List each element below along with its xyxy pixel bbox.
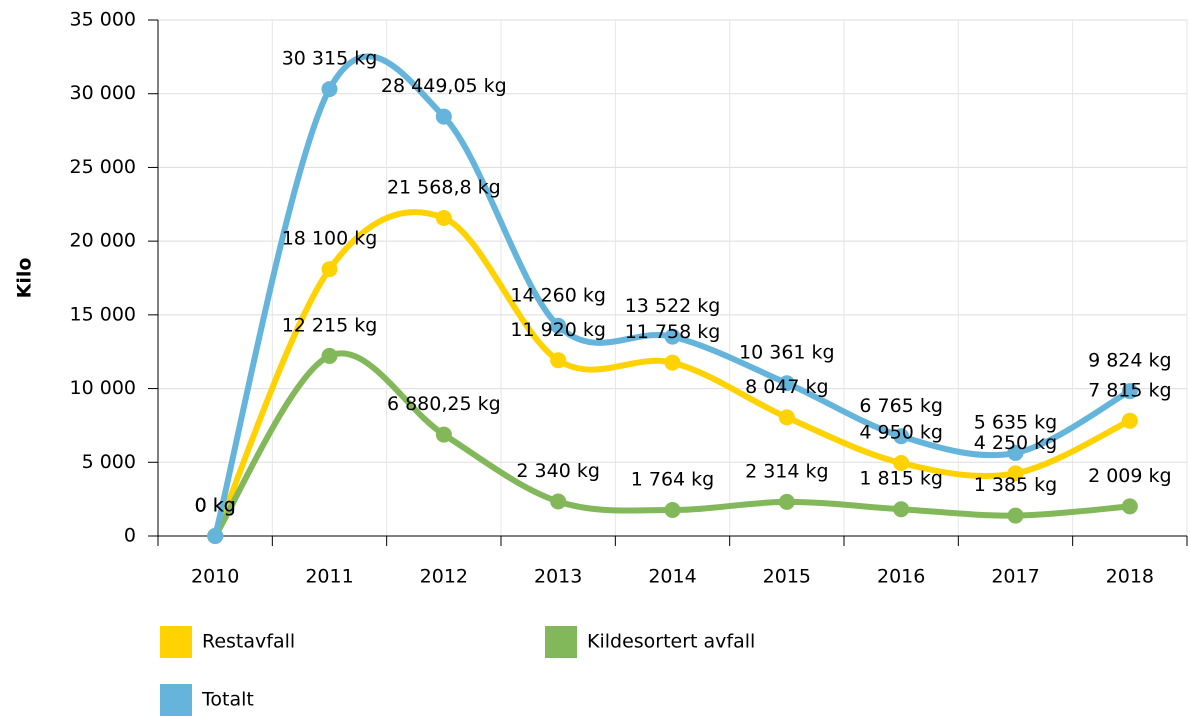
data-point [1121, 383, 1138, 400]
y-tick-label: 20 000 [70, 230, 136, 252]
y-axis-label: Kilo [14, 258, 36, 299]
data-point [664, 501, 681, 518]
x-tick-label: 2011 [305, 566, 353, 588]
data-point [664, 354, 681, 371]
data-label: 13 522 kg [625, 295, 721, 317]
legend-swatch [545, 626, 577, 658]
x-tick-label: 2014 [648, 566, 696, 588]
y-tick-label: 35 000 [70, 9, 136, 31]
x-tick-label: 2018 [1106, 566, 1154, 588]
data-label: 4 250 kg [974, 432, 1058, 454]
data-label: 4 950 kg [859, 422, 943, 444]
data-label: 0 kg [195, 495, 236, 517]
data-label: 2 340 kg [516, 460, 600, 482]
data-point [893, 501, 910, 518]
data-label: 0 kg [195, 495, 236, 517]
data-label: 28 449,05 kg [381, 75, 507, 97]
data-point [435, 210, 452, 227]
x-tick-label: 2016 [877, 566, 925, 588]
data-point [664, 328, 681, 345]
data-point [1007, 444, 1024, 461]
data-label: 5 635 kg [974, 411, 1058, 433]
x-tick-label: 2010 [191, 566, 239, 588]
data-label: 9 824 kg [1088, 350, 1172, 372]
x-tick-label: 2015 [763, 566, 811, 588]
data-label: 18 100 kg [282, 228, 378, 250]
data-point [550, 352, 567, 369]
legend-swatch [160, 626, 192, 658]
legend-label: Totalt [201, 689, 254, 711]
data-point [550, 493, 567, 510]
data-label: 2 314 kg [745, 460, 829, 482]
legend-label: Restavfall [202, 631, 295, 653]
data-point [207, 528, 224, 544]
data-label: 0 kg [195, 495, 236, 517]
data-label: 11 758 kg [625, 321, 721, 343]
data-label: 1 815 kg [859, 468, 943, 490]
y-tick-label: 15 000 [70, 303, 136, 325]
data-point [1121, 498, 1138, 515]
data-label: 14 260 kg [510, 284, 606, 306]
data-label: 21 568,8 kg [387, 177, 501, 199]
data-point [778, 375, 795, 392]
x-tick-label: 2013 [534, 566, 582, 588]
y-tick-label: 5 000 [82, 451, 136, 473]
y-tick-label: 30 000 [70, 82, 136, 104]
data-label: 12 215 kg [282, 314, 378, 336]
data-point [435, 426, 452, 443]
y-tick-label: 10 000 [70, 377, 136, 399]
data-label: 7 815 kg [1088, 379, 1172, 401]
data-label: 1 764 kg [631, 468, 715, 490]
data-point [1121, 412, 1138, 429]
data-label: 2 009 kg [1088, 465, 1172, 487]
data-point [893, 428, 910, 445]
legend-label: Kildesortert avfall [587, 631, 755, 653]
data-label: 6 765 kg [859, 395, 943, 417]
data-point [550, 317, 567, 334]
data-point [321, 347, 338, 364]
x-tick-label: 2012 [420, 566, 468, 588]
data-point [778, 493, 795, 510]
data-label: 6 880,25 kg [387, 393, 501, 415]
y-tick-label: 0 [124, 525, 136, 547]
data-point [778, 409, 795, 426]
data-label: 10 361 kg [739, 342, 835, 364]
y-tick-label: 25 000 [70, 156, 136, 178]
data-point [1007, 465, 1024, 482]
data-label: 1 385 kg [974, 474, 1058, 496]
data-point [435, 108, 452, 125]
data-point [321, 261, 338, 278]
data-point [893, 455, 910, 472]
data-label: 11 920 kg [510, 319, 606, 341]
data-label: 30 315 kg [282, 48, 378, 70]
data-point [1007, 507, 1024, 524]
x-tick-label: 2017 [991, 566, 1039, 588]
data-point [321, 81, 338, 98]
legend-swatch [160, 684, 192, 716]
series-line [212, 53, 1133, 539]
data-label: 8 047 kg [745, 376, 829, 398]
